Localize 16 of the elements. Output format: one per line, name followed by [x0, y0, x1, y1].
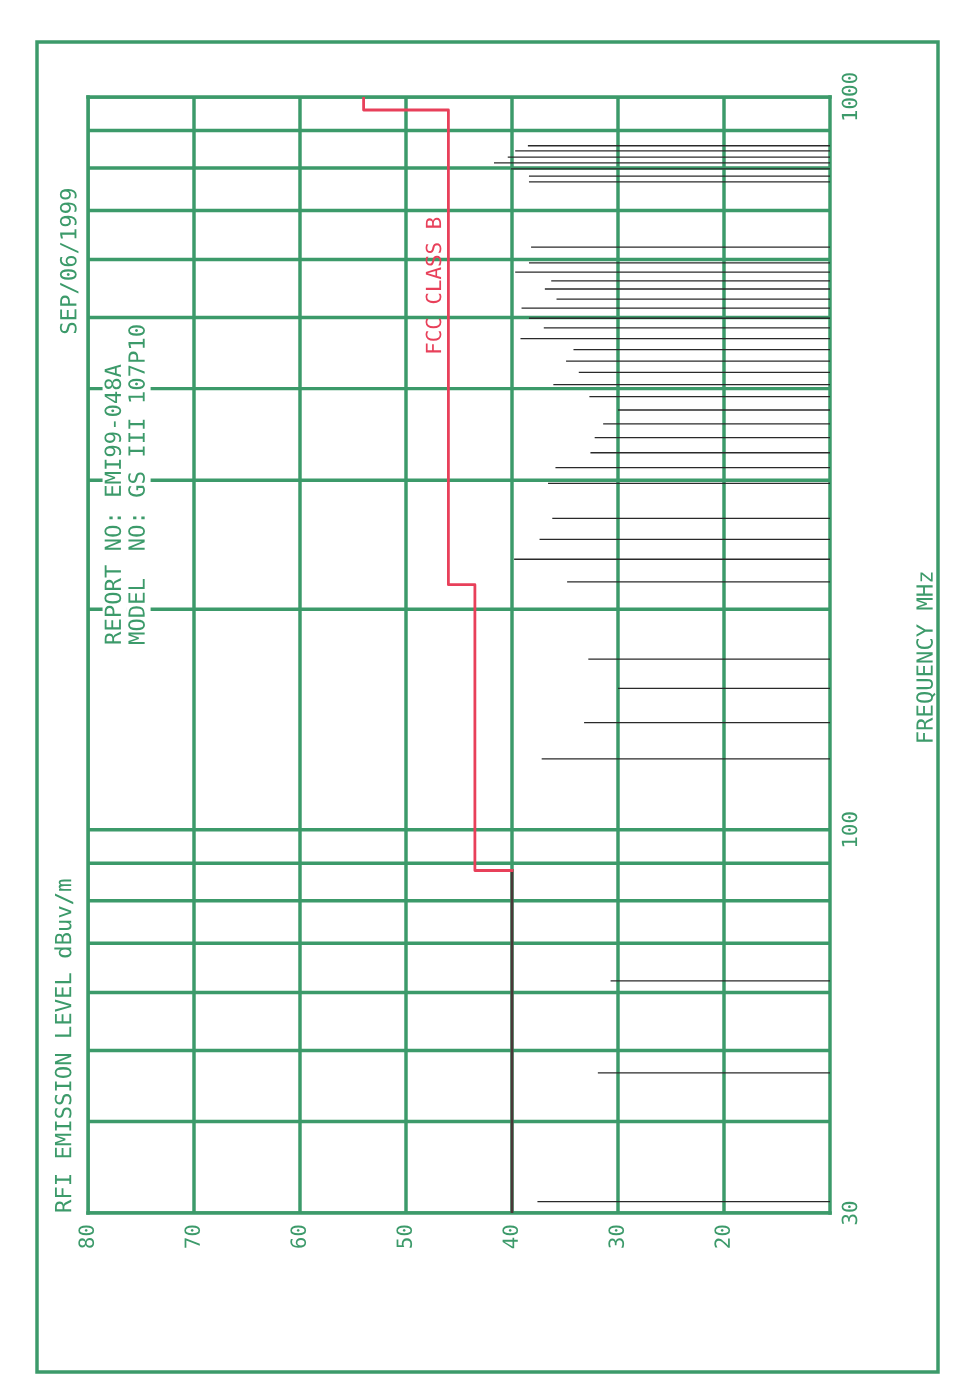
x-tick-label: 50: [396, 1225, 413, 1248]
annotation: MODEL NO: GS III 107P10: [128, 325, 145, 645]
x-tick-label: 60: [290, 1225, 307, 1248]
y-tick-label: 1000: [841, 73, 858, 120]
text: RFI EMISSION LEVEL dBuv/m: [54, 879, 74, 1212]
text: FREQUENCY MHz: [916, 572, 936, 742]
text: FCC CLASS B: [425, 217, 442, 353]
y-tick-label: 100: [841, 812, 858, 847]
x-tick-label: 80: [78, 1225, 95, 1248]
annotation: REPORT NO: EMI99-048A: [104, 364, 122, 644]
x-tick-label: 20: [714, 1225, 731, 1248]
y-tick-label: 30: [841, 1201, 858, 1225]
x-tick-label: 70: [184, 1225, 201, 1248]
x-tick-label: 30: [608, 1225, 625, 1248]
text: SEP/06/1999: [59, 189, 79, 334]
x-tick-label: 40: [502, 1225, 519, 1249]
